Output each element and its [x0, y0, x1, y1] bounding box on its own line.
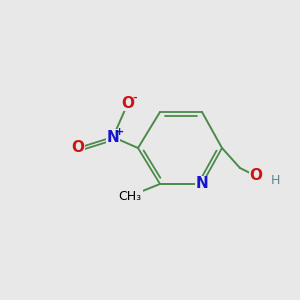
- Text: O: O: [122, 95, 134, 110]
- Text: O: O: [71, 140, 85, 155]
- Text: N: N: [196, 176, 208, 191]
- Text: O: O: [250, 169, 262, 184]
- Text: -: -: [133, 93, 137, 103]
- Text: N: N: [106, 130, 119, 145]
- Text: +: +: [114, 127, 124, 137]
- Text: H: H: [270, 173, 280, 187]
- Text: CH₃: CH₃: [118, 190, 142, 202]
